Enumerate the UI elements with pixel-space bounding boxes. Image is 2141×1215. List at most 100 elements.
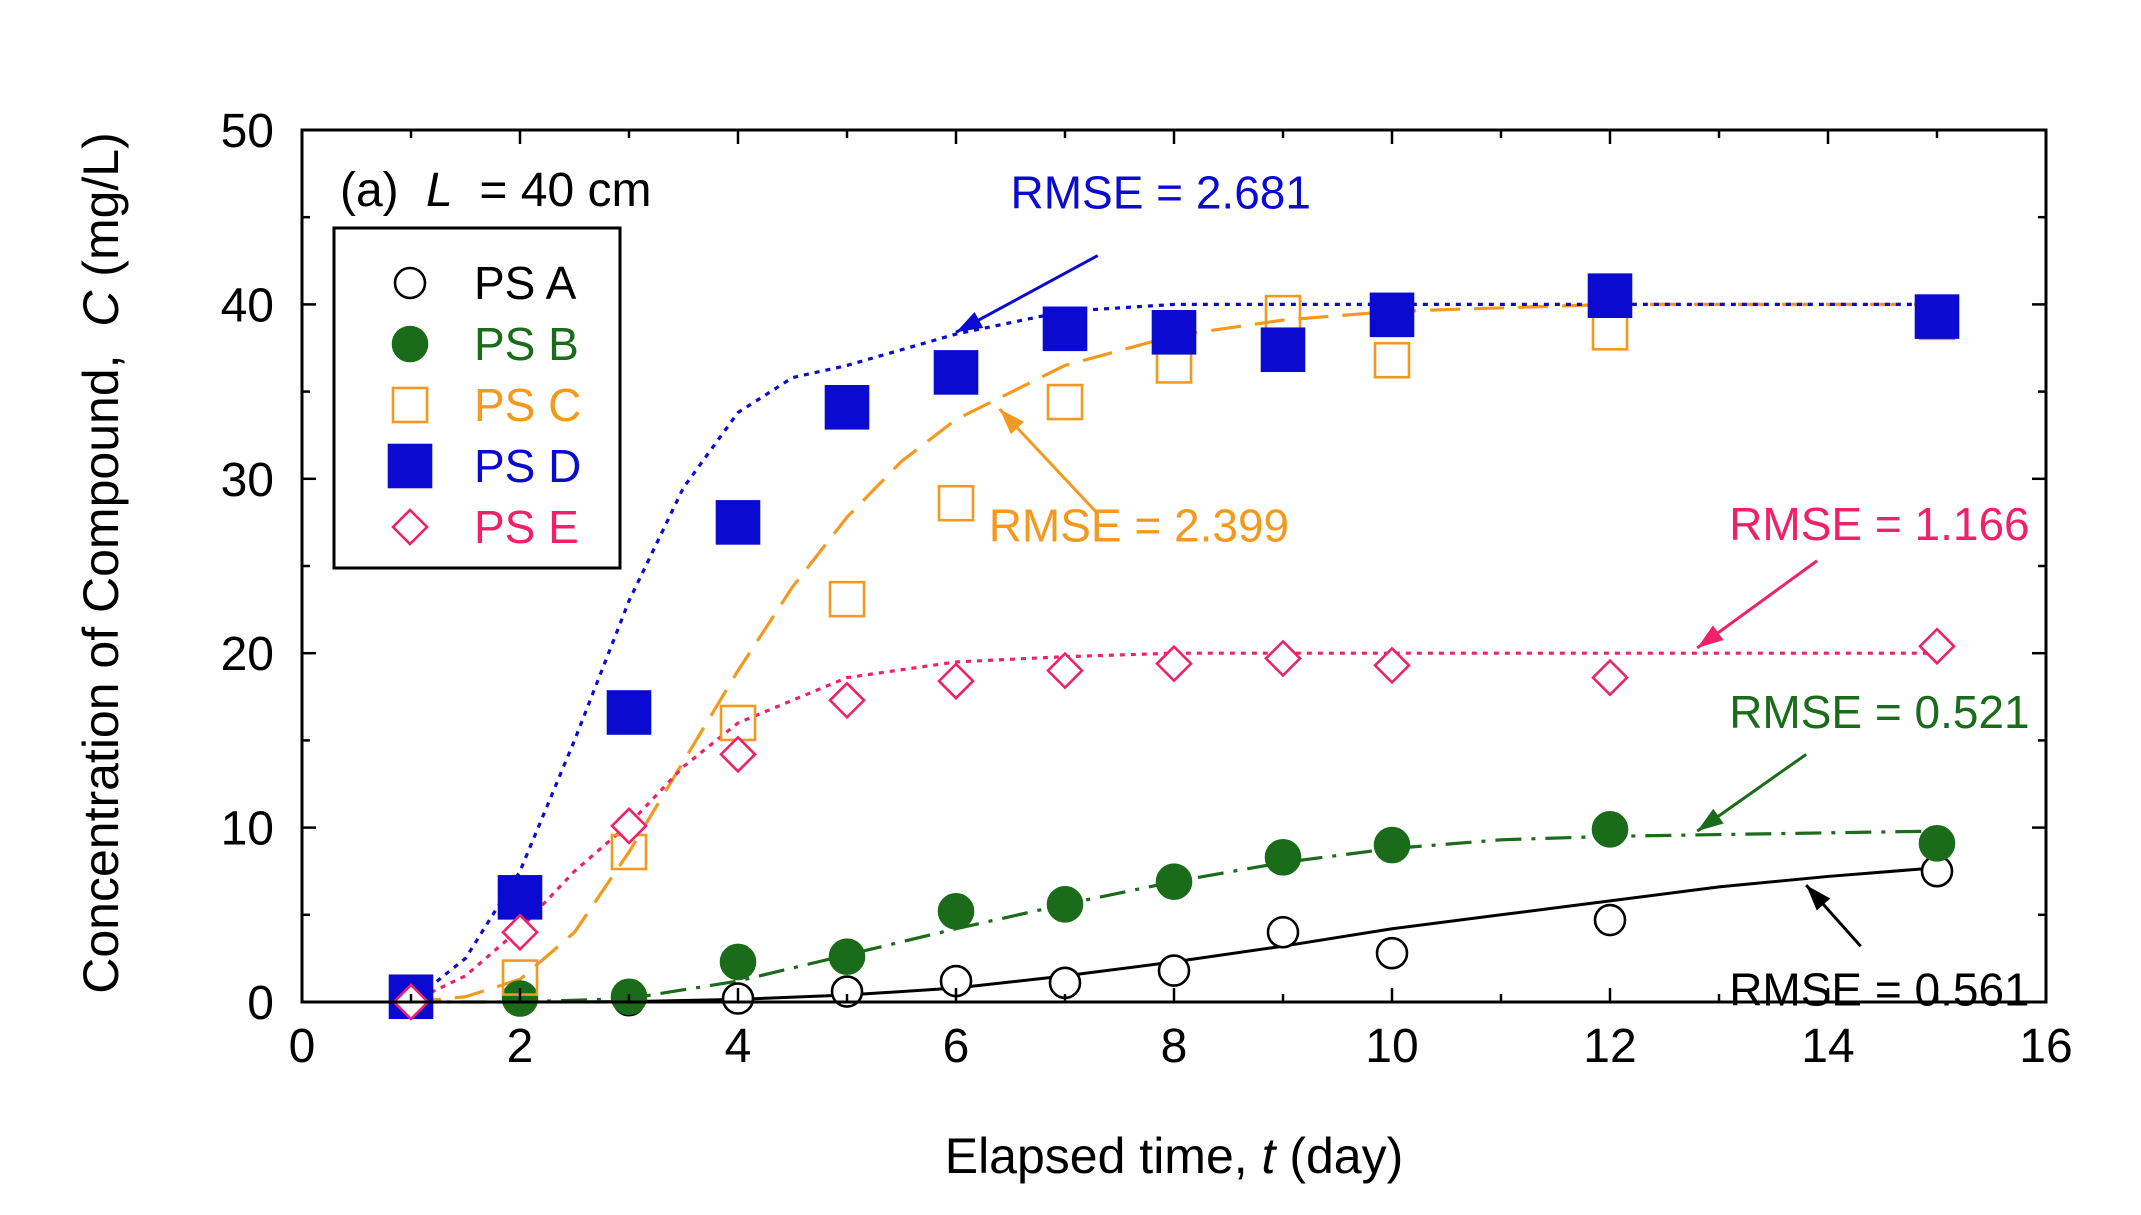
legend-label: PS E (474, 501, 579, 553)
data-point-ps-c (1591, 314, 1629, 351)
data-point-ps-a (830, 975, 864, 1008)
data-point-ps-a (1048, 966, 1082, 1000)
data-point-ps-b (1155, 863, 1193, 900)
data-point-ps-d (1042, 306, 1088, 352)
y-tick-label: 50 (221, 105, 274, 158)
data-point-ps-e (828, 681, 866, 720)
data-point-ps-b (719, 943, 757, 981)
legend-box (332, 226, 622, 570)
data-point-ps-e (719, 735, 757, 774)
y-axis-title: Concentration of Compound, C (mg/L) (73, 132, 129, 994)
legend-item: PS E (391, 501, 579, 553)
data-point-ps-a (1157, 954, 1191, 987)
rmse-label: RMSE = 2.399 (989, 500, 1289, 552)
data-point-ps-b (828, 938, 866, 975)
legend-item: PS D (387, 440, 581, 492)
data-point-ps-a (1593, 903, 1627, 937)
x-axis-title: Elapsed time, t (day) (945, 1128, 1404, 1184)
data-point-ps-b (1373, 826, 1411, 864)
panel-label-value: = 40 cm (466, 164, 651, 217)
legend-item: PS A (393, 257, 577, 309)
data-point-ps-e (501, 913, 539, 952)
fit-line-ps-d (410, 302, 1937, 1004)
legend-item: PS C (391, 379, 581, 431)
legend-item: PS B (391, 318, 579, 370)
x-tick-label: 4 (725, 1020, 752, 1073)
rmse-label: RMSE = 1.166 (1729, 498, 2029, 550)
data-point-ps-e (1918, 627, 1956, 666)
y-axis-title-var: C (73, 290, 129, 327)
rmse-arrow-head (1697, 625, 1724, 648)
y-tick-label: 0 (247, 977, 274, 1030)
x-tick-label: 2 (507, 1020, 534, 1073)
data-point-ps-e (1046, 651, 1084, 690)
legend-label: PS D (474, 440, 581, 492)
x-axis-title-unit: (day) (1275, 1128, 1403, 1184)
x-axis-title-text: Elapsed time, (945, 1128, 1262, 1184)
legend: PS A PS B PS C PS D PS E (332, 226, 622, 570)
data-point-ps-d (824, 384, 870, 430)
fit-line-ps-c (410, 302, 1937, 1004)
panel-label-variable: L (426, 164, 453, 217)
rmse-label: RMSE = 0.561 (1729, 963, 2029, 1015)
data-point-ps-e (1591, 658, 1629, 697)
x-tick-label: 16 (2019, 1020, 2072, 1073)
x-tick-label: 6 (943, 1020, 970, 1073)
data-point-ps-e (1373, 646, 1411, 685)
x-tick-label: 12 (1583, 1020, 1636, 1073)
rmse-arrow-head (999, 409, 1024, 435)
y-axis-title-text: Concentration of Compound, (73, 327, 129, 994)
axes: 0 2 4 6 8 10 12 14 16 0 10 20 30 40 50 (221, 105, 2073, 1073)
data-point-ps-c (1046, 383, 1084, 421)
rmse-annotations: RMSE = 2.681 RMSE = 2.399 RMSE = 1.166 RMSE… (955, 166, 2030, 1015)
legend-label: PS A (474, 257, 577, 309)
data-point-ps-e (1264, 639, 1302, 678)
data-point-ps-b (1264, 838, 1302, 876)
legend-marker (393, 266, 427, 300)
y-tick-label: 20 (221, 628, 274, 681)
panel-label-prefix: (a) (340, 164, 399, 217)
data-point-ps-d (1260, 327, 1306, 373)
data-point-ps-d (1151, 310, 1197, 355)
data-point-ps-e (1155, 644, 1193, 683)
legend-marker (391, 386, 429, 424)
legend-marker (391, 325, 429, 363)
data-point-ps-b (1591, 811, 1629, 848)
rmse-arrow-line (955, 254, 1099, 334)
data-point-ps-d (1914, 294, 1960, 339)
data-point-ps-d (933, 350, 979, 395)
data-point-ps-d (1587, 273, 1633, 318)
data-point-ps-b (937, 893, 975, 930)
legend-marker (387, 443, 433, 489)
data-point-ps-c (828, 580, 866, 618)
x-tick-label: 10 (1365, 1020, 1418, 1073)
data-point-ps-c (937, 484, 975, 522)
x-tick-label: 14 (1801, 1020, 1854, 1073)
data-point-ps-d (497, 875, 543, 920)
legend-label: PS B (474, 318, 579, 370)
data-point-ps-d (606, 690, 652, 735)
data-point-ps-a (1266, 915, 1300, 949)
y-axis-title-unit: (mg/L) (73, 132, 129, 290)
panel-label: (a) L = 40 cm (340, 164, 651, 217)
x-axis-title-var: t (1262, 1128, 1278, 1184)
data-point-ps-b (1918, 824, 1956, 862)
data-point-ps-e (610, 807, 648, 845)
y-tick-label: 10 (221, 803, 274, 856)
legend-marker (391, 508, 429, 546)
legend-label: PS C (474, 379, 581, 431)
data-point-ps-d (715, 500, 761, 545)
rmse-arrow-head (956, 312, 984, 333)
data-point-ps-b (1046, 886, 1084, 923)
x-tick-label: 0 (289, 1020, 316, 1073)
data-point-ps-c (1264, 294, 1302, 332)
rmse-arrow-head (1697, 808, 1724, 832)
x-tick-label: 8 (1161, 1020, 1188, 1073)
y-tick-label: 30 (221, 454, 274, 507)
data-point-ps-c (1373, 341, 1411, 379)
y-tick-label: 40 (221, 279, 274, 332)
data-point-ps-d (1369, 292, 1415, 338)
data-point-ps-a (1375, 936, 1409, 970)
rmse-label: RMSE = 0.521 (1729, 686, 2029, 738)
